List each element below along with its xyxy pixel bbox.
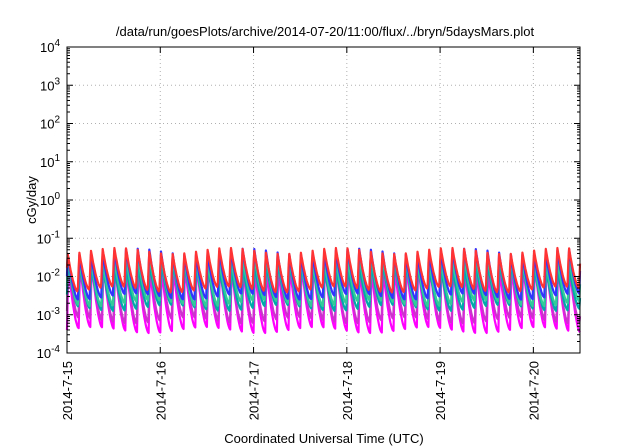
x-tick-label: 2014-7-18 (340, 361, 355, 420)
x-tick-label: 2014-7-20 (526, 361, 541, 420)
y-tick-label: 10-2 (37, 268, 61, 285)
y-tick-label: 100 (40, 191, 60, 208)
x-axis-label: Coordinated Universal Time (UTC) (224, 431, 423, 446)
chart-title: /data/run/goesPlots/archive/2014-07-20/1… (116, 24, 535, 39)
x-tick-label: 2014-7-19 (433, 361, 448, 420)
x-axis: 2014-7-15 2014-7-16 2014-7-17 2014-7-18 2014… (60, 47, 541, 420)
x-tick-label: 2014-7-17 (247, 361, 262, 420)
x-tick-label: 2014-7-15 (60, 361, 75, 420)
y-tick-label: 102 (40, 115, 60, 132)
series-line (65, 246, 582, 294)
y-tick-label: 104 (40, 38, 60, 55)
y-tick-label: 10-4 (37, 344, 61, 361)
y-tick-label: 10-1 (37, 229, 61, 246)
y-tick-label: 10-3 (37, 306, 61, 323)
y-axis: 10-4 10-3 10-2 10-1 100 101 102 103 104 (37, 38, 580, 361)
y-axis-label: cGy/day (24, 176, 39, 224)
series-group (65, 246, 582, 335)
y-tick-label: 101 (40, 153, 60, 170)
y-tick-label: 103 (40, 76, 60, 93)
x-tick-label: 2014-7-16 (153, 361, 168, 420)
